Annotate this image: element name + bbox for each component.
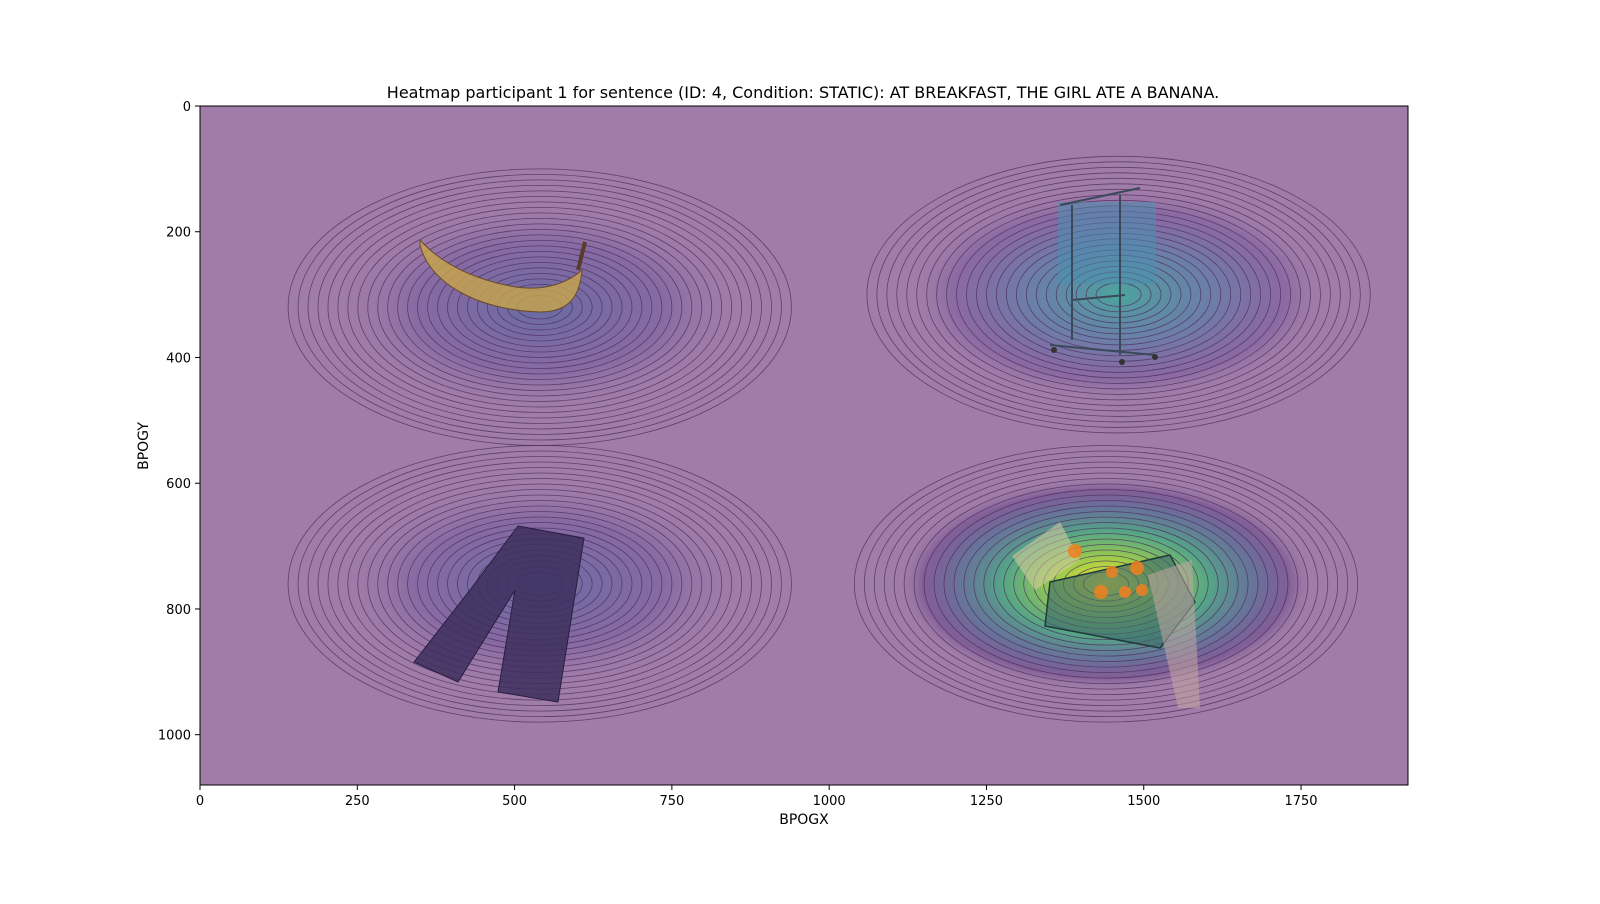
tray-with-hands-image: [1012, 522, 1200, 708]
x-axis: 0 250 500 750 1000 1250 1500 1750: [196, 785, 1318, 809]
banana-image: [419, 238, 587, 313]
contour-line: [936, 194, 1301, 395]
contour-line: [886, 166, 1351, 423]
contour-line: [357, 206, 723, 408]
y-tick-label: 800: [166, 603, 191, 618]
contour-line: [476, 272, 603, 342]
chart-title: Heatmap participant 1 for sentence (ID: …: [387, 83, 1219, 102]
contour-line: [466, 267, 613, 347]
y-tick-label: 1000: [158, 729, 191, 744]
x-tick-label: 1500: [1127, 794, 1160, 809]
x-axis-label: BPOGX: [779, 812, 829, 828]
contour-line: [337, 195, 743, 419]
contour-line: [486, 278, 593, 336]
contour-line: [317, 461, 762, 707]
x-tick-label: 0: [196, 794, 204, 809]
contour-line: [933, 489, 1279, 679]
contour-line: [946, 199, 1291, 390]
x-tick-label: 250: [345, 794, 370, 809]
contour-line: [327, 190, 752, 424]
contour-line: [427, 245, 653, 369]
contour-line: [893, 467, 1319, 701]
contour-line: [297, 173, 782, 441]
contour-line: [307, 456, 772, 712]
contour-line: [327, 467, 752, 701]
y-tick-label: 600: [166, 477, 191, 492]
y-tick-label: 0: [183, 100, 191, 115]
trousers-image: [413, 525, 585, 703]
contour-line: [437, 250, 643, 364]
x-tick-label: 500: [502, 794, 527, 809]
plot-area: [200, 106, 1408, 785]
contour-line: [457, 261, 623, 353]
contour-line: [287, 445, 792, 723]
contour-line: [297, 450, 782, 718]
contour-line: [853, 445, 1359, 723]
contour-line: [387, 223, 693, 391]
contour-line: [377, 217, 703, 397]
contour-line: [347, 201, 733, 413]
contour-line: [317, 184, 762, 430]
contour-line: [923, 483, 1289, 685]
contour-line: [993, 522, 1219, 646]
contour-line: [926, 188, 1311, 401]
y-tick-label: 200: [166, 226, 191, 241]
x-tick-label: 1000: [813, 794, 846, 809]
contour-line: [916, 183, 1321, 406]
contour-line: [876, 161, 1361, 428]
x-tick-label: 750: [659, 794, 684, 809]
y-axis: 0 200 400 600 800 1000: [158, 100, 200, 744]
contour-line: [1003, 527, 1209, 641]
contour-line: [407, 234, 673, 380]
contour-line: [903, 472, 1309, 696]
contour-line: [953, 500, 1259, 668]
x-tick-label: 1250: [970, 794, 1003, 809]
contour-line: [973, 511, 1239, 657]
contour-line: [896, 172, 1341, 417]
contour-line: [307, 179, 772, 435]
contour-line: [906, 177, 1331, 412]
contour-line: [983, 516, 1229, 652]
y-tick-label: 400: [166, 351, 191, 366]
contour-layer: [287, 155, 1371, 723]
contour-line: [883, 461, 1329, 707]
contour-line: [496, 283, 583, 331]
contour-line: [943, 494, 1269, 674]
contour-line: [367, 212, 713, 402]
plot-frame: [199, 105, 1409, 786]
contour-line: [417, 239, 663, 375]
contour-line: [397, 228, 683, 386]
clothes-rack-image: [1049, 187, 1158, 365]
contour-line: [873, 456, 1339, 712]
x-tick-label: 1750: [1284, 794, 1317, 809]
contour-line: [863, 450, 1349, 718]
contour-line: [866, 155, 1371, 434]
contour-line: [447, 256, 633, 358]
contour-line: [963, 505, 1249, 663]
y-axis-label: BPOGY: [136, 422, 152, 470]
contour-line: [913, 478, 1299, 690]
